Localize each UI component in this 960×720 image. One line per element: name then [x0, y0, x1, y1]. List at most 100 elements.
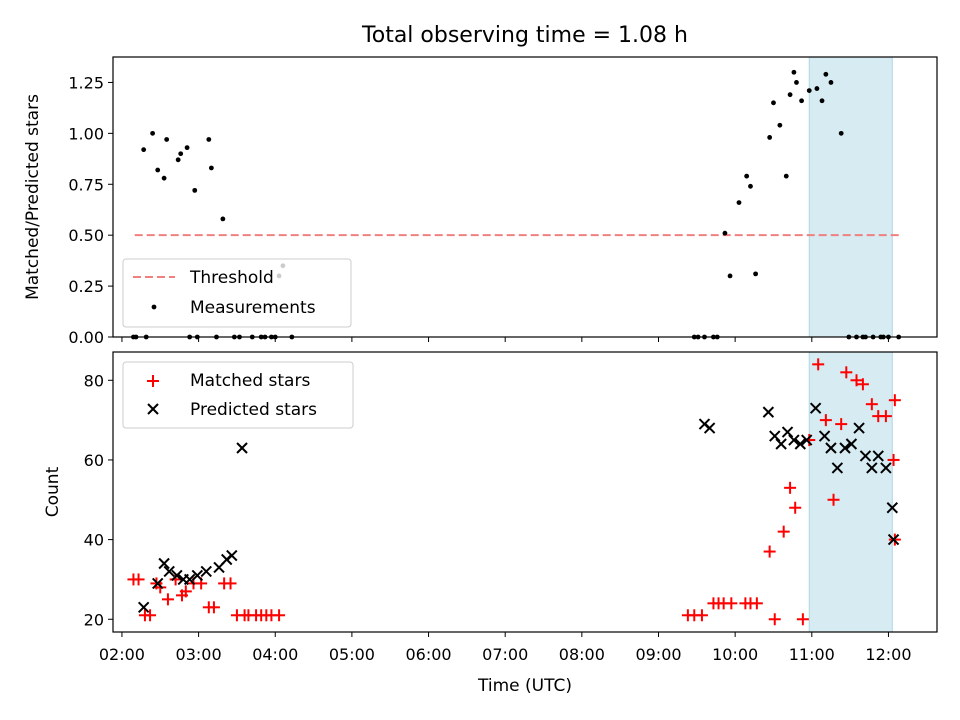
measurement-point [777, 122, 783, 128]
matched-star-point [819, 414, 832, 427]
predicted-star-point [800, 434, 813, 446]
measurement-point [736, 200, 742, 206]
measurement-point [744, 173, 750, 179]
measurement-point [722, 230, 728, 236]
x-tick-label: 11:00 [789, 645, 835, 664]
predicted-star-point [183, 573, 196, 586]
matched-star-point [789, 501, 802, 514]
measurement-point [753, 271, 758, 277]
x-tick-label: 09:00 [635, 645, 681, 664]
x-tick-label: 05:00 [329, 645, 375, 664]
matched-star-point [856, 378, 869, 391]
legend-measurements-swatch [151, 304, 157, 310]
measurement-point [823, 71, 829, 77]
measurement-point [799, 98, 804, 104]
matched-star-point [695, 609, 708, 622]
x-axis-label: Time (UTC) [477, 676, 572, 696]
matched-star-point [763, 545, 776, 558]
matched-star-point [879, 410, 892, 423]
chart-title: Total observing time = 1.08 h [361, 23, 688, 48]
top-highlight-band [808, 56, 893, 338]
top-legend-frame [122, 258, 352, 328]
matched-star-point [865, 398, 878, 411]
bottom-y-tick-label: 20 [84, 610, 104, 629]
matched-star-point [144, 609, 157, 622]
top-y-tick-label: 1.00 [68, 124, 104, 143]
measurement-point [767, 135, 773, 140]
x-tick-label: 04:00 [252, 645, 298, 664]
top-y-tick-label: 0.50 [68, 226, 104, 245]
measurement-point [150, 130, 156, 136]
predicted-star-point [781, 426, 794, 438]
x-tick-label: 03:00 [176, 645, 222, 664]
bottom-legend-frame [122, 361, 354, 429]
matched-star-point [725, 597, 738, 610]
predicted-star-point [703, 422, 716, 434]
top-panel: 0.00 0.25 0.50 0.75 1.00 1.25 Matched/Predict… [23, 56, 938, 347]
matched-star-point [796, 613, 809, 626]
measurement-point [184, 145, 190, 151]
matched-star-point [207, 601, 220, 614]
measurement-point [814, 86, 820, 91]
predicted-star-point [794, 438, 807, 450]
legend-predicted-label: Predicted stars [190, 400, 317, 420]
top-legend: Threshold Measurements [122, 258, 352, 328]
bottom-axes-frame [112, 351, 938, 633]
measurement-point [838, 130, 844, 136]
predicted-star-point [191, 569, 204, 582]
measurement-point [178, 151, 184, 157]
top-y-axis-label: Matched/Predicted stars [23, 94, 43, 300]
x-tick-label: 12:00 [865, 645, 911, 664]
x-tick-label: 07:00 [482, 645, 528, 664]
predicted-star-point [866, 462, 878, 474]
predicted-star-point [886, 502, 898, 514]
measurement-point [794, 80, 799, 85]
bottom-y-axis: 20 40 60 80 [84, 371, 113, 629]
matched-star-point [179, 585, 192, 598]
matched-star-point [888, 394, 901, 407]
measurement-point [748, 183, 753, 189]
top-x-ticks [121, 337, 889, 342]
x-tick-label: 02:00 [99, 645, 145, 664]
measurement-point [206, 137, 212, 142]
predicted-star-point [845, 438, 858, 450]
measurement-point [771, 100, 776, 106]
predicted-star-point [171, 569, 183, 582]
predicted-star-point [137, 601, 150, 614]
top-axes-frame [112, 56, 938, 338]
legend-matched-label: Matched stars [190, 371, 310, 391]
top-y-tick-label: 0.25 [68, 277, 104, 296]
measurement-point [175, 157, 181, 163]
x-tick-label: 08:00 [559, 645, 605, 664]
matched-star-point [784, 481, 797, 494]
measurement-point [791, 69, 797, 75]
matched-star-point [768, 613, 781, 626]
measurement-point [141, 147, 147, 153]
top-y-tick-label: 1.25 [68, 73, 104, 92]
measurement-point [828, 80, 834, 85]
measurement-point [806, 88, 812, 93]
measurement-point [727, 273, 733, 279]
legend-predicted-swatch [147, 403, 159, 415]
measurement-point [192, 187, 198, 193]
bottom-y-axis-label: Count [43, 466, 63, 517]
bottom-y-tick-label: 80 [84, 371, 104, 390]
matched-star-point [777, 525, 790, 538]
bottom-legend: Matched stars Predicted stars [122, 361, 354, 429]
matched-star-point [812, 358, 825, 371]
predicted-star-point [809, 402, 822, 414]
measurement-point [164, 137, 170, 142]
top-y-tick-label: 0.00 [68, 328, 104, 347]
measurement-point [220, 216, 226, 222]
measurement-point [208, 165, 214, 171]
predicted-star-point [769, 430, 781, 442]
predicted-star-point [880, 462, 892, 474]
measurement-point [819, 98, 825, 104]
bottom-highlight-band [808, 351, 893, 633]
x-tick-label: 06:00 [405, 645, 451, 664]
predicted-star-point [163, 565, 175, 578]
bottom-marks [127, 358, 901, 626]
predicted-star-point [853, 422, 865, 434]
